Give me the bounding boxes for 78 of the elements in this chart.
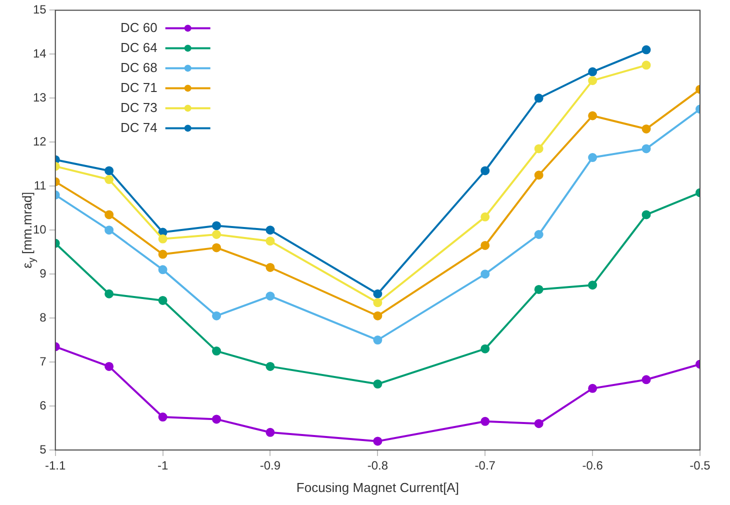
point bbox=[158, 250, 168, 259]
point bbox=[534, 230, 544, 239]
point bbox=[588, 384, 598, 393]
point bbox=[480, 344, 490, 354]
x-tick-label: -0.9 bbox=[260, 458, 281, 473]
point bbox=[104, 226, 114, 235]
point bbox=[588, 76, 598, 86]
y-tick-label: 12 bbox=[32, 134, 47, 148]
point bbox=[212, 230, 222, 239]
point bbox=[373, 436, 382, 446]
x-tick-label: -0.6 bbox=[582, 458, 604, 473]
y-tick-label: 7 bbox=[40, 354, 47, 368]
point bbox=[642, 144, 651, 154]
point bbox=[480, 270, 490, 279]
point bbox=[480, 166, 490, 176]
point bbox=[212, 243, 222, 252]
point bbox=[158, 265, 168, 274]
point bbox=[104, 289, 114, 298]
x-tick-label: -0.5 bbox=[690, 458, 711, 473]
point bbox=[642, 124, 651, 134]
point bbox=[104, 175, 114, 184]
point bbox=[480, 212, 490, 222]
y-tick-label: 9 bbox=[40, 266, 47, 280]
point bbox=[642, 210, 651, 220]
point bbox=[588, 67, 598, 76]
point bbox=[212, 414, 222, 424]
point bbox=[534, 94, 544, 103]
y-tick-label: 15 bbox=[32, 2, 47, 17]
point bbox=[373, 380, 382, 389]
x-axis-title: Focusing Magnet Current[A] bbox=[296, 480, 459, 495]
point bbox=[588, 153, 598, 162]
point bbox=[534, 419, 544, 428]
point bbox=[158, 296, 168, 305]
y-tick-label: 11 bbox=[34, 178, 47, 192]
point bbox=[212, 221, 222, 230]
point bbox=[266, 236, 275, 246]
y-tick-label: 8 bbox=[40, 310, 47, 324]
point bbox=[212, 346, 222, 356]
point bbox=[158, 234, 168, 244]
point bbox=[373, 298, 382, 308]
point bbox=[373, 311, 382, 320]
point bbox=[534, 170, 544, 180]
point bbox=[534, 144, 544, 154]
x-tick-label: -1.1 bbox=[45, 458, 66, 473]
point bbox=[266, 226, 275, 235]
point bbox=[266, 362, 275, 371]
point bbox=[588, 280, 598, 290]
legend-label: DC 68 bbox=[120, 60, 158, 75]
x-tick-label: -1 bbox=[157, 458, 168, 473]
point bbox=[266, 292, 275, 301]
point bbox=[104, 362, 114, 371]
point bbox=[266, 428, 275, 437]
x-tick-label: -0.7 bbox=[474, 458, 496, 473]
y-tick-label: 10 bbox=[32, 222, 47, 236]
x-tick-label: -0.8 bbox=[367, 458, 388, 473]
y-tick-label: 13 bbox=[32, 90, 47, 104]
point bbox=[104, 210, 114, 220]
point bbox=[480, 240, 490, 250]
y-tick-label: 5 bbox=[40, 442, 47, 456]
legend-label: DC 74 bbox=[120, 120, 158, 135]
point bbox=[480, 416, 490, 426]
point bbox=[642, 60, 651, 70]
point bbox=[104, 166, 114, 176]
legend-label: DC 64 bbox=[120, 40, 158, 55]
point bbox=[373, 289, 382, 298]
point bbox=[642, 45, 651, 54]
y-tick-label: 14 bbox=[32, 46, 47, 60]
point bbox=[158, 412, 168, 422]
legend-label: DC 71 bbox=[120, 80, 158, 95]
point bbox=[588, 111, 598, 120]
point bbox=[534, 284, 544, 294]
point bbox=[373, 336, 382, 345]
point bbox=[266, 262, 275, 272]
y-tick-label: 6 bbox=[40, 398, 47, 412]
point bbox=[642, 375, 651, 384]
legend-label: DC 60 bbox=[120, 20, 158, 35]
legend-label: DC 73 bbox=[120, 100, 158, 115]
point bbox=[212, 311, 222, 320]
